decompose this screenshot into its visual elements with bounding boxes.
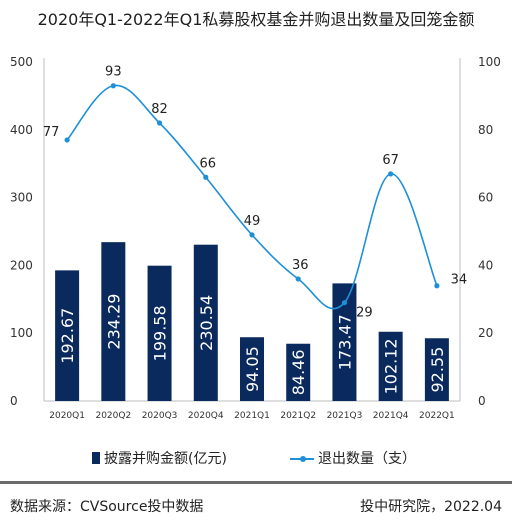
legend-bar-label: 披露并购金额(亿元) [104, 451, 227, 467]
footer-divider [0, 481, 512, 484]
line-data-label: 77 [43, 125, 60, 140]
y-right-tick-label: 80 [478, 123, 493, 137]
bar-data-label: 102.12 [382, 338, 401, 394]
legend-bar-swatch [92, 452, 100, 464]
line-point [295, 276, 301, 282]
bar-data-label: 234.29 [104, 294, 123, 350]
bar-data-label: 92.55 [428, 347, 447, 393]
bar [101, 242, 126, 401]
line-point [249, 232, 255, 238]
line-point [434, 283, 440, 289]
credit-note: 投中研究院，2022.04 [360, 499, 502, 515]
x-tick-label: 2021Q4 [373, 411, 409, 421]
y-right-tick-label: 20 [478, 326, 493, 340]
y-right-tick-label: 100 [478, 55, 501, 69]
bar-data-label: 173.47 [335, 314, 354, 370]
y-left-tick-label: 300 [10, 191, 33, 205]
line-data-label: 93 [105, 65, 122, 80]
bar [240, 337, 264, 401]
y-right-tick-label: 40 [478, 258, 493, 272]
bar-data-label: 230.54 [197, 295, 216, 351]
line-data-label: 36 [292, 258, 309, 273]
y-left-tick-label: 500 [10, 55, 33, 69]
series-line [66, 84, 438, 310]
x-tick-label: 2020Q2 [95, 411, 131, 421]
line-data-label: 67 [382, 153, 399, 168]
line-data-label: 82 [151, 102, 168, 117]
chart-title: 2020年Q1-2022年Q1私募股权基金并购退出数量及回笼金额 [37, 10, 475, 29]
bar [378, 331, 403, 401]
y-right-tick-label: 0 [478, 394, 486, 408]
legend-entry-bar: 披露并购金额(亿元) [92, 448, 227, 468]
bar [286, 343, 311, 401]
bar-data-label: 192.67 [58, 308, 77, 364]
line-data-label: 49 [244, 214, 261, 229]
line-data-label: 34 [451, 273, 468, 288]
y-left-tick-label: 400 [10, 123, 33, 137]
bar [55, 270, 80, 401]
bar-data-label: 84.46 [289, 349, 308, 395]
y-left-tick-label: 200 [10, 258, 33, 272]
source-note: 数据来源：CVSource投中数据 [10, 499, 204, 515]
y-left-tick-label: 100 [10, 326, 33, 340]
x-tick-label: 2020Q1 [49, 411, 85, 421]
bar [424, 338, 449, 401]
chart-legend: 披露并购金额(亿元) 退出数量（支） [0, 448, 512, 468]
bar [193, 244, 218, 401]
x-tick-label: 2021Q2 [280, 411, 316, 421]
line-data-label: 66 [200, 156, 217, 171]
line-point [388, 171, 394, 177]
x-tick-label: 2021Q3 [327, 411, 363, 421]
line-point [156, 120, 163, 126]
chart-plot: 0 100 200 300 400 500 0 20 40 60 80 100 2020Q1 2020Q2… [10, 55, 501, 421]
line-data-label: 29 [356, 306, 373, 321]
y-left-tick-label: 0 [10, 394, 18, 408]
x-tick-label: 2020Q4 [188, 411, 224, 421]
bar-data-label: 199.58 [151, 305, 170, 361]
legend-entry-line: 退出数量（支） [290, 448, 416, 468]
bar [147, 265, 172, 401]
x-tick-label: 2021Q1 [234, 411, 270, 421]
line-point [341, 300, 348, 306]
legend-line-label: 退出数量（支） [318, 451, 416, 467]
line-point [64, 137, 70, 143]
legend-line-swatch [290, 452, 314, 464]
x-tick-label: 2020Q3 [142, 411, 178, 421]
bar-data-label: 94.05 [243, 346, 262, 392]
y-right-tick-label: 60 [478, 191, 493, 205]
line-point [203, 174, 209, 180]
x-tick-label: 2022Q1 [419, 411, 455, 421]
line-point [110, 83, 116, 89]
